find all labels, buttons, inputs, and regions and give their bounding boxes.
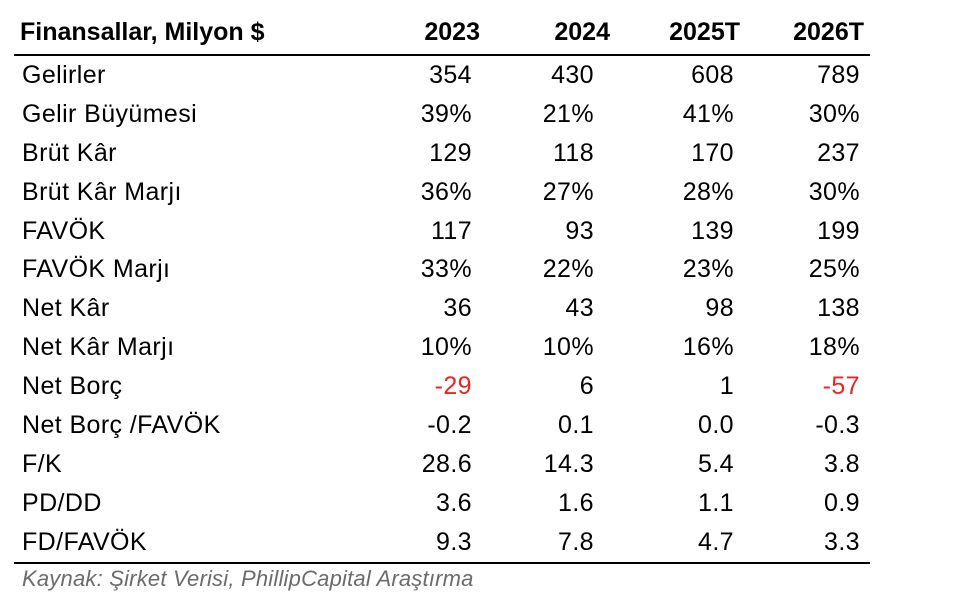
cell-value: 25%: [808, 255, 860, 284]
table-row: FD/FAVÖK 9.3 7.8 4.7 3.3: [14, 522, 870, 564]
cell-value: 117: [430, 216, 472, 245]
table-row: F/K 28.6 14.3 5.4 3.8: [14, 445, 870, 484]
row-label: Brüt Kâr: [22, 138, 117, 167]
cell-value: 22%: [542, 255, 594, 284]
cell-value: 170: [691, 138, 734, 167]
header-label: Finansallar, Milyon $: [14, 10, 374, 56]
cell-value: 30%: [808, 99, 860, 128]
cell-value: 3.8: [824, 449, 860, 478]
cell-value: 1: [719, 372, 734, 401]
cell-value: 1.6: [558, 488, 594, 517]
table-row: PD/DD 3.6 1.6 1.1 0.9: [14, 484, 870, 523]
cell-value: 16%: [682, 333, 734, 362]
row-label: Net Borç /FAVÖK: [22, 410, 221, 439]
cell-value: 3.6: [436, 488, 472, 517]
cell-value: 4.7: [616, 522, 746, 564]
cell-value: 0.1: [558, 410, 594, 439]
row-label: Gelir Büyümesi: [22, 99, 198, 128]
cell-value: 789: [817, 60, 860, 89]
cell-value: 608: [691, 60, 734, 89]
cell-value: -57: [822, 372, 860, 401]
row-label: F/K: [22, 449, 63, 478]
table-row: Brüt Kâr Marjı 36% 27% 28% 30%: [14, 173, 870, 212]
cell-value: 199: [817, 216, 860, 245]
cell-value: 39%: [420, 99, 472, 128]
cell-value: 0.0: [698, 410, 734, 439]
year-header-2024: 2024: [486, 10, 616, 56]
cell-value: 36: [443, 294, 472, 323]
cell-value: 10%: [420, 333, 472, 362]
table-row: Net Borç /FAVÖK -0.2 0.1 0.0 -0.3: [14, 406, 870, 445]
cell-value: 18%: [808, 333, 860, 362]
financials-table-container: Finansallar, Milyon $ 2023 2024 2025T 20…: [14, 10, 870, 564]
table-body: Gelirler 354 430 608 789 Gelir Büyümesi 39% 21%…: [14, 55, 870, 564]
row-label: FAVÖK Marjı: [22, 255, 171, 284]
table-header: Finansallar, Milyon $ 2023 2024 2025T 20…: [14, 10, 870, 56]
cell-value: -0.2: [427, 410, 472, 439]
cell-value: 6: [579, 372, 594, 401]
row-label: PD/DD: [22, 488, 102, 517]
cell-value: 43: [565, 294, 594, 323]
cell-value: 0.9: [824, 488, 860, 517]
year-header-2025t: 2025T: [616, 10, 746, 56]
cell-value: 28%: [682, 177, 734, 206]
table-row: FAVÖK 117 93 139 199: [14, 212, 870, 251]
year-header-2023: 2023: [374, 10, 486, 56]
cell-value: -29: [434, 372, 472, 401]
cell-value: 1.1: [698, 488, 734, 517]
cell-value: 138: [817, 294, 860, 323]
cell-value: 21%: [542, 99, 594, 128]
source-note: Kaynak: Şirket Verisi, PhillipCapital Ar…: [22, 566, 474, 591]
row-label: Gelirler: [22, 60, 106, 89]
cell-value: 354: [429, 60, 472, 89]
cell-value: 430: [551, 60, 594, 89]
cell-value: 118: [552, 138, 594, 167]
cell-value: 41%: [682, 99, 734, 128]
year-header-2026t: 2026T: [746, 10, 870, 56]
cell-value: 7.8: [486, 522, 616, 564]
table-row: Net Kâr 36 43 98 138: [14, 289, 870, 328]
row-label: FAVÖK: [22, 216, 106, 245]
table-row: Gelir Büyümesi 39% 21% 41% 30%: [14, 95, 870, 134]
table-row: FAVÖK Marjı 33% 22% 23% 25%: [14, 250, 870, 289]
cell-value: 129: [429, 138, 472, 167]
row-label: FD/FAVÖK: [14, 522, 374, 564]
cell-value: 139: [691, 216, 734, 245]
table-row: Gelirler 354 430 608 789: [14, 55, 870, 95]
cell-value: 23%: [682, 255, 734, 284]
row-label: Brüt Kâr Marjı: [22, 177, 182, 206]
cell-value: 98: [705, 294, 734, 323]
cell-value: 28.6: [421, 449, 472, 478]
table-row: Brüt Kâr 129 118 170 237: [14, 134, 870, 173]
cell-value: -0.3: [815, 410, 860, 439]
row-label: Net Borç: [22, 372, 123, 401]
header-row: Finansallar, Milyon $ 2023 2024 2025T 20…: [14, 10, 870, 56]
table-row: Net Borç -29 6 1 -57: [14, 367, 870, 406]
table-row: Net Kâr Marjı 10% 10% 16% 18%: [14, 328, 870, 367]
cell-value: 33%: [420, 255, 472, 284]
cell-value: 30%: [808, 177, 860, 206]
cell-value: 237: [817, 138, 860, 167]
cell-value: 5.4: [698, 449, 734, 478]
cell-value: 93: [565, 216, 594, 245]
row-label: Net Kâr: [22, 294, 110, 323]
cell-value: 14.3: [543, 449, 594, 478]
cell-value: 10%: [542, 333, 594, 362]
row-label: Net Kâr Marjı: [22, 333, 175, 362]
financials-table: Finansallar, Milyon $ 2023 2024 2025T 20…: [14, 10, 870, 564]
cell-value: 3.3: [746, 522, 870, 564]
cell-value: 9.3: [374, 522, 486, 564]
cell-value: 36%: [420, 177, 472, 206]
cell-value: 27%: [542, 177, 594, 206]
